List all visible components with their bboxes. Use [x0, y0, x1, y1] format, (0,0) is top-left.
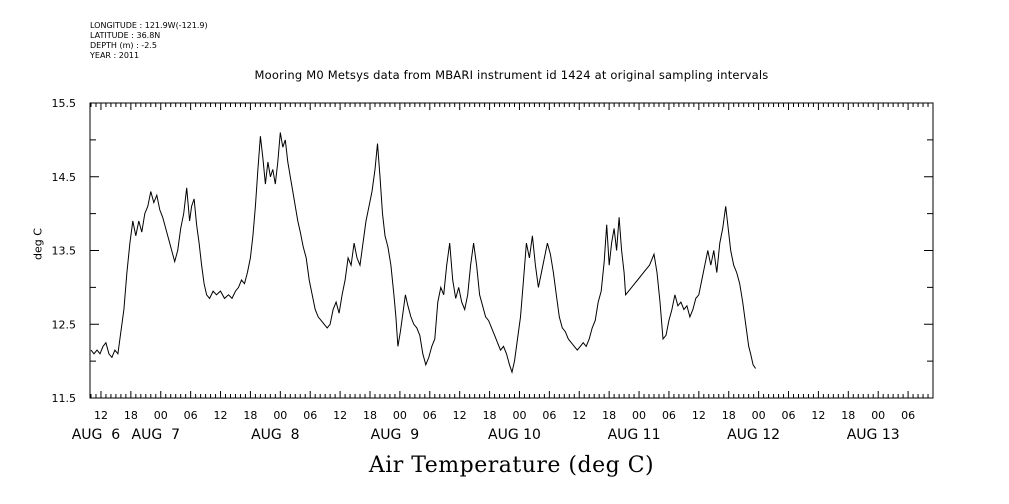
x-tick-label: 06	[662, 409, 676, 422]
day-label: AUG 12	[727, 427, 780, 443]
depth-text: DEPTH (m) : -2.5	[90, 41, 157, 50]
series-line-air-temperature	[90, 132, 757, 375]
x-tick-label: 12	[453, 409, 467, 422]
x-axis-label: Air Temperature (deg C)	[368, 453, 655, 478]
day-label: AUG 9	[371, 427, 419, 443]
x-tick-label: 18	[243, 409, 257, 422]
axis-ticks	[90, 102, 934, 399]
day-label: AUG 10	[488, 427, 541, 443]
x-tick-label: 18	[722, 409, 736, 422]
x-tick-label: 12	[692, 409, 706, 422]
x-tick-label: 06	[184, 409, 198, 422]
x-tick-label: 06	[303, 409, 317, 422]
x-tick-label: 00	[512, 409, 526, 422]
x-tick-label: 00	[273, 409, 287, 422]
x-tick-label: 00	[871, 409, 885, 422]
x-tick-label: 12	[811, 409, 825, 422]
metadata-block: LONGITUDE : 121.9W(-121.9) LATITUDE : 36…	[90, 21, 208, 61]
x-tick-label: 18	[363, 409, 377, 422]
day-label: AUG 8	[251, 427, 299, 443]
y-tick-label: 14.5	[52, 171, 77, 184]
x-tick-label: 18	[124, 409, 138, 422]
y-tick-label: 11.5	[52, 392, 77, 405]
x-tick-label: 00	[154, 409, 168, 422]
day-label: AUG 6	[72, 427, 121, 443]
x-tick-label: 06	[542, 409, 556, 422]
x-tick-label: 00	[632, 409, 646, 422]
latitude-text: LATITUDE : 36.8N	[90, 31, 161, 40]
y-tick-labels: 11.5 12.5 13.5 14.5 15.5	[52, 97, 77, 405]
x-tick-label: 12	[333, 409, 347, 422]
y-tick-label: 15.5	[52, 97, 77, 110]
x-tick-labels: 12 18 00 06 12 18 00 06 12 18 00 06 12 18 00 06 12 18 00 06…	[94, 409, 915, 422]
x-tick-label: 12	[214, 409, 228, 422]
day-label: AUG 7	[132, 427, 180, 443]
x-tick-label: 06	[782, 409, 796, 422]
x-tick-label: 06	[901, 409, 915, 422]
x-tick-label: 12	[572, 409, 586, 422]
x-tick-label: 06	[423, 409, 437, 422]
x-tick-label: 00	[752, 409, 766, 422]
x-tick-label: 18	[602, 409, 616, 422]
longitude-text: LONGITUDE : 121.9W(-121.9)	[90, 21, 208, 30]
x-tick-label: 18	[841, 409, 855, 422]
day-label: AUG 13	[847, 427, 900, 443]
y-tick-label: 12.5	[52, 318, 77, 331]
day-label: AUG 11	[608, 427, 661, 443]
x-tick-label: 00	[393, 409, 407, 422]
day-labels: AUG 6 AUG 7 AUG 8 AUG 9 AUG 10 AUG 11 AUG 12 AU…	[72, 427, 900, 443]
chart-title: Mooring M0 Metsys data from MBARI instru…	[254, 68, 769, 82]
x-tick-label: 12	[94, 409, 108, 422]
year-text: YEAR : 2011	[90, 51, 140, 60]
x-tick-label: 18	[483, 409, 497, 422]
y-tick-label: 13.5	[52, 245, 77, 258]
plot-frame	[89, 102, 934, 399]
